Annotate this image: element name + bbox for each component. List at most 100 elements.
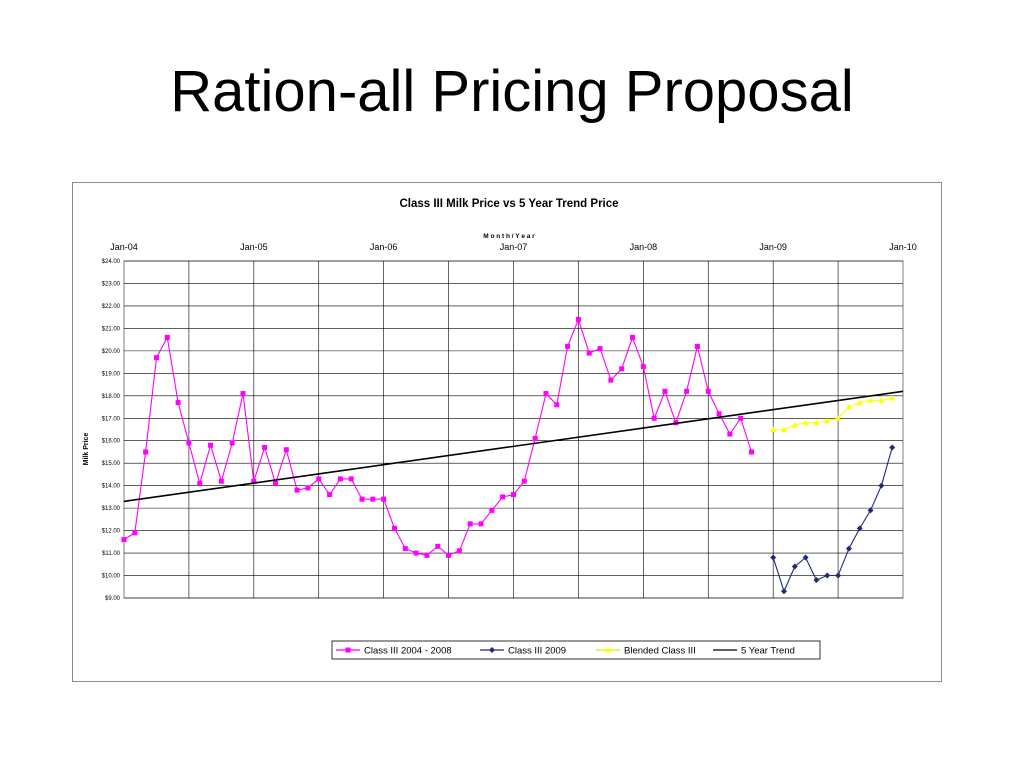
data-point bbox=[662, 388, 668, 394]
data-point bbox=[511, 492, 516, 498]
legend-marker bbox=[489, 647, 495, 653]
data-point bbox=[845, 404, 852, 410]
data-point bbox=[478, 521, 484, 527]
data-point bbox=[619, 366, 625, 372]
data-point bbox=[446, 552, 452, 558]
x-tick-label: Jan-09 bbox=[759, 242, 787, 252]
data-point bbox=[175, 400, 181, 406]
data-point bbox=[359, 496, 365, 502]
data-point bbox=[586, 350, 592, 356]
data-point bbox=[824, 417, 831, 424]
data-point bbox=[521, 478, 527, 484]
data-point bbox=[272, 480, 278, 486]
data-point bbox=[705, 388, 711, 394]
data-point bbox=[867, 397, 874, 403]
data-point bbox=[791, 422, 798, 428]
legend-label: 5 Year Trend bbox=[741, 646, 795, 657]
data-point bbox=[867, 507, 874, 514]
y-tick-label: $14.00 bbox=[102, 484, 121, 490]
data-point bbox=[251, 478, 257, 484]
y-tick-label: $21.00 bbox=[102, 326, 121, 332]
data-point bbox=[554, 402, 560, 408]
chart-frame: Class III Milk Price vs 5 Year Trend Pri… bbox=[72, 182, 942, 682]
data-point bbox=[283, 447, 289, 453]
data-point bbox=[889, 395, 896, 401]
data-point bbox=[294, 487, 300, 493]
y-axis-label: Milk Price bbox=[83, 433, 90, 466]
data-point bbox=[640, 364, 646, 370]
data-point bbox=[791, 563, 798, 570]
legend-label: Class III 2009 bbox=[508, 646, 566, 657]
y-tick-label: $9.00 bbox=[105, 596, 121, 602]
data-point bbox=[749, 449, 755, 455]
series-line-3 bbox=[123, 390, 904, 503]
data-point bbox=[565, 343, 571, 349]
data-point bbox=[327, 492, 333, 498]
data-point bbox=[738, 415, 744, 421]
data-point bbox=[802, 554, 809, 561]
x-tick-label: Jan-08 bbox=[630, 242, 658, 252]
data-point bbox=[218, 478, 224, 484]
y-tick-label: $13.00 bbox=[102, 506, 121, 512]
x-tick-label: Jan-06 bbox=[370, 242, 398, 252]
data-point bbox=[391, 525, 397, 531]
y-tick-label: $15.00 bbox=[102, 461, 121, 467]
y-tick-label: $10.00 bbox=[102, 574, 121, 580]
data-point bbox=[348, 476, 354, 482]
data-point bbox=[153, 355, 159, 361]
data-point bbox=[856, 399, 863, 406]
data-point bbox=[770, 426, 777, 432]
data-point bbox=[164, 334, 170, 340]
data-point bbox=[780, 588, 787, 595]
data-point bbox=[305, 485, 311, 491]
data-point bbox=[186, 440, 192, 446]
data-point bbox=[132, 530, 138, 536]
data-point bbox=[770, 554, 777, 561]
data-point bbox=[608, 377, 614, 383]
x-tick-label: Jan-07 bbox=[500, 242, 528, 252]
line-chart: Class III Milk Price vs 5 Year Trend Pri… bbox=[83, 198, 917, 660]
data-point bbox=[370, 496, 376, 502]
slide-title: Ration-all Pricing Proposal bbox=[170, 59, 854, 124]
data-point bbox=[856, 525, 863, 532]
data-point bbox=[813, 419, 820, 426]
y-tick-label: $18.00 bbox=[102, 394, 121, 400]
data-point bbox=[716, 411, 722, 417]
y-tick-label: $23.00 bbox=[102, 281, 121, 287]
x-axis-label: M o n t h / Y e a r bbox=[483, 233, 535, 240]
data-point bbox=[802, 419, 809, 426]
y-tick-label: $20.00 bbox=[102, 349, 121, 355]
data-point bbox=[543, 391, 549, 397]
legend-marker bbox=[605, 647, 611, 653]
data-point bbox=[845, 545, 852, 552]
data-point bbox=[402, 546, 408, 552]
plot-area: $9.00 $10.00 $11.00 $12.00 $13.00 $14.00 $15.0… bbox=[102, 242, 917, 602]
data-point bbox=[489, 507, 495, 513]
data-point bbox=[240, 391, 246, 397]
data-point bbox=[532, 435, 538, 441]
y-tick-label: $16.00 bbox=[102, 439, 121, 445]
data-point bbox=[835, 415, 842, 421]
legend-label: Blended Class III bbox=[624, 646, 696, 657]
y-tick-label: $22.00 bbox=[102, 304, 121, 310]
data-point bbox=[413, 550, 419, 556]
x-tick-label: Jan-04 bbox=[110, 242, 138, 252]
data-point bbox=[197, 480, 203, 486]
legend: Class III 2004 - 2008 Class III 2009 Blend… bbox=[331, 640, 821, 660]
y-tick-label: $12.00 bbox=[102, 529, 121, 535]
data-point bbox=[456, 548, 462, 554]
data-point bbox=[143, 449, 149, 455]
data-point bbox=[824, 572, 831, 579]
data-point bbox=[651, 415, 657, 421]
data-point bbox=[424, 552, 430, 558]
data-point bbox=[684, 388, 690, 394]
data-point bbox=[780, 426, 787, 432]
data-point bbox=[262, 444, 268, 450]
y-tick-label: $11.00 bbox=[102, 551, 121, 557]
data-point bbox=[727, 431, 733, 437]
data-point bbox=[597, 346, 603, 352]
legend-label: Class III 2004 - 2008 bbox=[364, 646, 452, 657]
data-point bbox=[878, 482, 885, 489]
data-point bbox=[878, 397, 885, 403]
y-tick-label: $17.00 bbox=[102, 416, 121, 422]
